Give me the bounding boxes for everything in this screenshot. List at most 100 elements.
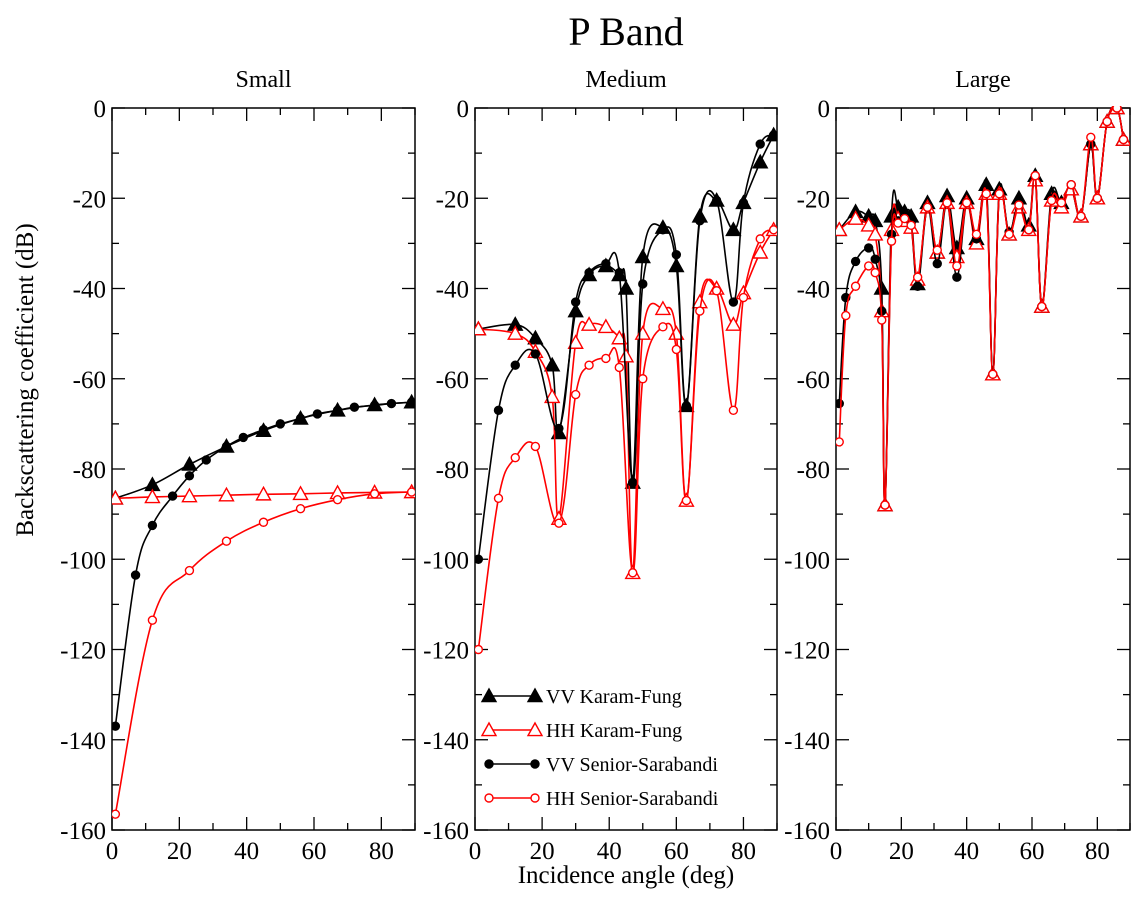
legend-marker <box>480 687 498 703</box>
data-point <box>850 256 861 267</box>
y-tick-label: -40 <box>797 277 830 304</box>
data-point <box>752 243 769 259</box>
series-line <box>838 106 1125 507</box>
data-point <box>728 405 739 416</box>
data-point <box>493 493 504 504</box>
data-point <box>181 487 198 503</box>
data-point <box>877 315 887 325</box>
y-tick-label: -120 <box>423 638 469 665</box>
data-point <box>510 360 520 370</box>
data-point <box>112 489 124 505</box>
data-point <box>221 536 232 546</box>
data-point <box>493 405 504 416</box>
panel-title: Small <box>235 67 291 93</box>
data-point <box>614 362 624 373</box>
data-point <box>275 419 286 429</box>
data-point <box>671 249 682 260</box>
data-point <box>654 300 672 316</box>
x-axis-label: Incidence angle (deg) <box>518 862 735 889</box>
data-point <box>768 130 777 140</box>
data-point <box>584 360 594 370</box>
data-point <box>567 302 584 318</box>
data-point <box>1014 200 1024 210</box>
data-point <box>475 554 484 564</box>
plot-frame <box>835 107 1131 831</box>
data-point <box>554 423 564 434</box>
data-point <box>258 425 269 435</box>
data-point <box>507 325 524 340</box>
data-point <box>942 198 952 208</box>
x-tick-label: 40 <box>234 838 259 865</box>
data-point <box>870 254 880 264</box>
data-point <box>952 272 962 282</box>
series-line <box>477 229 775 650</box>
data-point <box>1102 116 1112 127</box>
data-point <box>893 218 903 228</box>
data-point <box>386 398 397 409</box>
data-point <box>201 455 211 465</box>
x-tick-label: 80 <box>369 838 394 865</box>
data-point <box>475 320 487 336</box>
data-point <box>1037 301 1047 312</box>
data-point <box>981 189 991 199</box>
data-point <box>695 306 705 316</box>
data-point <box>292 485 309 501</box>
series-hh-karam-fung <box>836 106 1130 512</box>
chart-title: P Band <box>568 9 683 54</box>
data-point <box>530 349 541 359</box>
data-point <box>406 397 415 407</box>
series-vv-senior-sarabandi <box>112 397 415 731</box>
data-point <box>601 353 611 364</box>
x-tick-label: 0 <box>106 838 119 865</box>
data-point <box>870 268 880 278</box>
data-point <box>860 216 877 232</box>
data-point <box>295 413 306 424</box>
data-point <box>658 225 668 235</box>
y-tick-label: -80 <box>797 457 830 484</box>
data-point <box>144 488 161 504</box>
data-point <box>725 316 742 331</box>
data-point <box>841 310 851 321</box>
y-tick-label: -60 <box>436 367 469 394</box>
data-point <box>570 389 581 400</box>
data-point <box>912 272 923 282</box>
data-point <box>836 398 844 409</box>
data-point <box>1086 132 1096 143</box>
data-point <box>580 316 598 331</box>
data-point <box>671 344 682 355</box>
legend-label: HH Karam-Fung <box>546 720 682 742</box>
y-tick-label: -140 <box>423 728 469 755</box>
legend-marker <box>530 793 540 803</box>
data-point <box>238 432 249 443</box>
data-point <box>567 334 584 349</box>
y-tick-label: -20 <box>797 186 830 213</box>
data-point <box>617 347 635 363</box>
data-point <box>617 280 635 295</box>
data-point <box>369 489 380 499</box>
y-tick-label: 0 <box>94 96 107 123</box>
data-point <box>144 476 161 492</box>
data-point <box>971 229 982 240</box>
data-point <box>899 213 910 224</box>
data-point <box>147 520 158 531</box>
series-hh-senior-sarabandi <box>836 106 1129 510</box>
x-tick-label: 60 <box>1020 838 1045 865</box>
legend-label: VV Senior-Sarabandi <box>546 754 718 776</box>
x-tick-label: 20 <box>889 838 914 865</box>
series-line <box>115 401 412 500</box>
data-point <box>886 236 897 246</box>
y-tick-label: -60 <box>73 367 106 394</box>
y-tick-label: -140 <box>60 728 106 755</box>
legend-item: VV Senior-Sarabandi <box>484 754 718 776</box>
data-point <box>184 565 195 576</box>
data-point <box>994 189 1005 199</box>
data-point <box>952 261 962 271</box>
data-point <box>695 216 705 226</box>
data-point <box>332 494 343 505</box>
data-point <box>530 441 541 452</box>
data-point <box>863 243 874 253</box>
data-point <box>711 286 722 296</box>
x-tick-label: 60 <box>302 838 327 865</box>
